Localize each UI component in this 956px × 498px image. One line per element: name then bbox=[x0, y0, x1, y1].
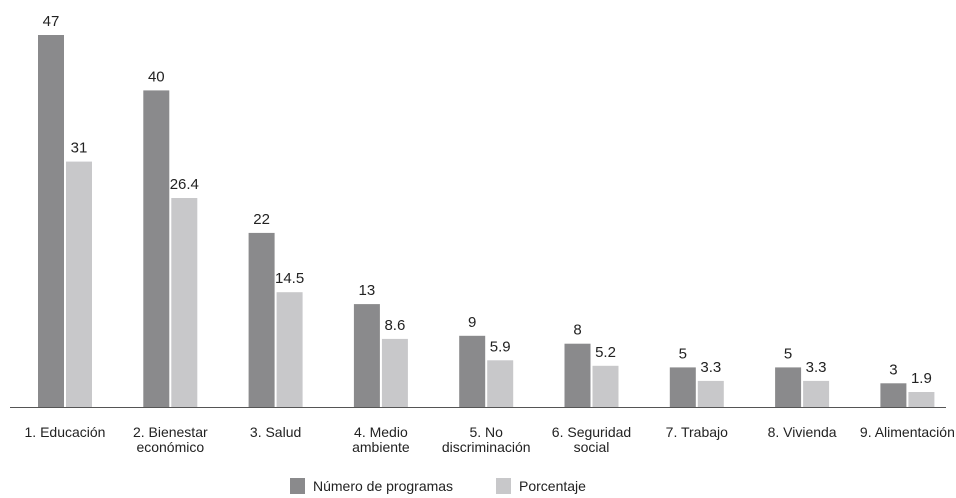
bar-numero-de-programas-3-salud bbox=[248, 232, 275, 407]
legend-swatch-numero-de-programas bbox=[290, 478, 305, 494]
value-labels-group: 47 40 22 13 9 8 5 5 3 31 26.4 14.5 8.6 5.9 5.2 3.3 3.3 1.… bbox=[43, 13, 932, 387]
value-label-porcentaje-7-trabajo: 3.3 bbox=[700, 359, 721, 376]
bar-numero-de-programas-4-medio-ambiente bbox=[353, 304, 380, 407]
category-labels-group: 1. Educación 2. Bienestar económico 3. Salu… bbox=[25, 424, 955, 455]
category-label-9-alimentacion: 9. Alimentación bbox=[860, 424, 955, 440]
bars-group bbox=[38, 35, 935, 408]
category-label-1-educacion: 1. Educación bbox=[25, 424, 106, 440]
bar-porcentaje-9-alimentacion bbox=[908, 392, 935, 407]
value-label-numero-de-programas-5-no-discriminacion: 9 bbox=[468, 314, 476, 331]
value-label-porcentaje-5-no-discriminacion: 5.9 bbox=[490, 338, 511, 355]
legend-swatch-porcentaje bbox=[496, 478, 511, 494]
category-label-4-medio-ambiente: 4. Medio ambiente bbox=[352, 424, 410, 455]
bar-porcentaje-6-seguridad-social bbox=[592, 365, 619, 407]
legend-label-porcentaje: Porcentaje bbox=[519, 478, 586, 494]
category-label-5-no-discriminacion: 5. No discriminación bbox=[442, 424, 531, 455]
bar-numero-de-programas-1-educacion bbox=[38, 35, 64, 407]
value-label-numero-de-programas-3-salud: 22 bbox=[253, 211, 270, 228]
bar-numero-de-programas-2-bienestar-economico bbox=[143, 90, 170, 408]
value-label-numero-de-programas-1-educacion: 47 bbox=[43, 13, 60, 30]
value-label-numero-de-programas-8-vivienda: 5 bbox=[784, 345, 792, 362]
value-label-porcentaje-9-alimentacion: 1.9 bbox=[911, 370, 932, 387]
bar-porcentaje-3-salud bbox=[276, 292, 303, 407]
bar-numero-de-programas-5-no-discriminacion bbox=[459, 335, 486, 407]
legend-label-numero-de-programas: Número de programas bbox=[313, 478, 453, 494]
value-label-porcentaje-3-salud: 14.5 bbox=[275, 270, 304, 287]
bar-porcentaje-4-medio-ambiente bbox=[381, 338, 408, 407]
category-label-7-trabajo: 7. Trabajo bbox=[666, 424, 728, 440]
value-label-porcentaje-2-bienestar-economico: 26.4 bbox=[170, 176, 199, 193]
value-label-numero-de-programas-7-trabajo: 5 bbox=[679, 345, 687, 362]
value-label-numero-de-programas-6-seguridad-social: 8 bbox=[573, 322, 581, 339]
bar-numero-de-programas-9-alimentacion bbox=[880, 383, 907, 407]
bar-porcentaje-2-bienestar-economico bbox=[171, 198, 198, 407]
bar-porcentaje-7-trabajo bbox=[697, 380, 724, 407]
bar-numero-de-programas-6-seguridad-social bbox=[564, 343, 591, 407]
value-label-porcentaje-1-educacion: 31 bbox=[71, 140, 88, 157]
bar-numero-de-programas-8-vivienda bbox=[775, 367, 802, 407]
category-label-8-vivienda: 8. Vivienda bbox=[768, 424, 837, 440]
bar-numero-de-programas-7-trabajo bbox=[669, 367, 696, 407]
value-label-porcentaje-8-vivienda: 3.3 bbox=[806, 359, 827, 376]
value-label-numero-de-programas-9-alimentacion: 3 bbox=[889, 361, 897, 378]
bar-porcentaje-5-no-discriminacion bbox=[487, 360, 514, 407]
category-label-3-salud: 3. Salud bbox=[250, 424, 301, 440]
value-label-porcentaje-4-medio-ambiente: 8.6 bbox=[384, 317, 405, 334]
value-label-numero-de-programas-2-bienestar-economico: 40 bbox=[148, 68, 165, 85]
category-label-6-seguridad-social: 6. Seguridad social bbox=[552, 424, 631, 455]
value-label-porcentaje-6-seguridad-social: 5.2 bbox=[595, 344, 616, 361]
legend: Número de programas Porcentaje bbox=[290, 478, 586, 494]
bar-porcentaje-8-vivienda bbox=[803, 380, 830, 407]
category-label-2-bienestar-economico: 2. Bienestar económico bbox=[133, 424, 208, 455]
value-label-numero-de-programas-4-medio-ambiente: 13 bbox=[359, 282, 376, 299]
bar-porcentaje-1-educacion bbox=[66, 161, 92, 407]
